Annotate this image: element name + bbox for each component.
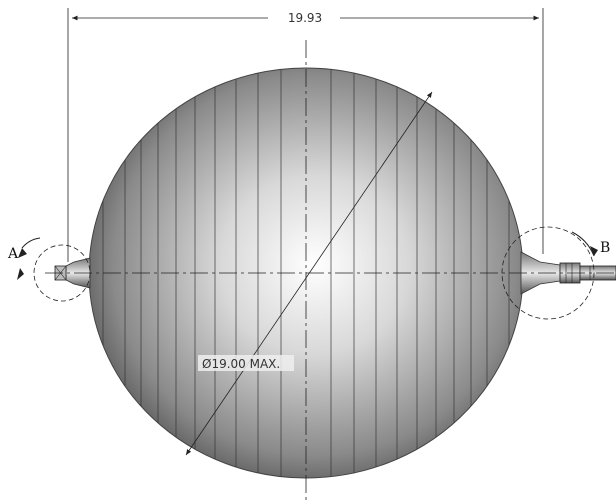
diameter-dimension <box>185 91 433 456</box>
detail-b-label: B <box>600 240 610 256</box>
overall-length-dimension <box>67 8 544 262</box>
arrow-head-a-icon <box>18 248 27 258</box>
arrow-head-b-icon <box>590 246 598 256</box>
diameter-label-bg <box>198 355 294 371</box>
arrow-head-a2-icon <box>17 268 24 280</box>
circular-arrow-icon <box>571 231 595 257</box>
circular-arrow-icon <box>21 237 41 249</box>
detail-a-marker <box>33 244 91 302</box>
detail-circle-a <box>33 244 91 302</box>
detail-circle-b <box>501 226 595 320</box>
overall-length-value: 19.93 <box>288 11 322 25</box>
diameter-leader <box>185 91 433 456</box>
detail-a-label: A <box>7 246 19 262</box>
diameter-value: Ø19.00 MAX. <box>202 357 280 371</box>
detail-b-marker <box>501 226 595 320</box>
